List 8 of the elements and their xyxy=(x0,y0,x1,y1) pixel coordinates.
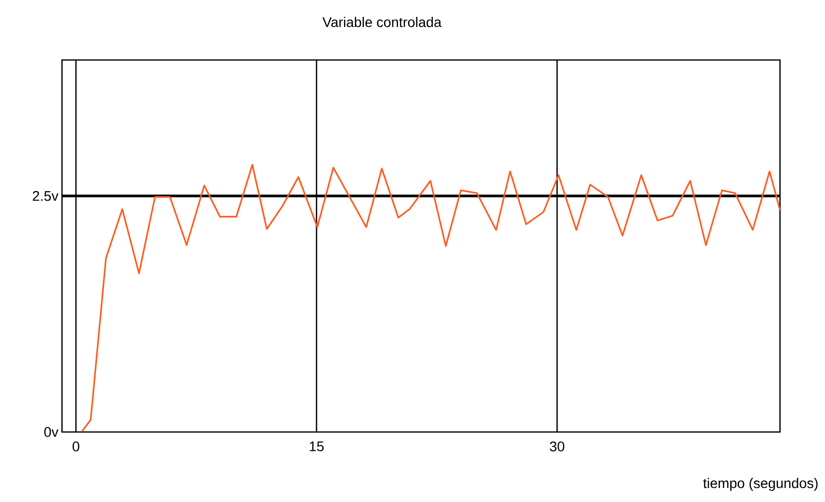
chart-title: Variable controlada xyxy=(322,16,442,28)
y-tick-label: 0v xyxy=(44,427,58,437)
x-tick-label: 0 xyxy=(72,442,80,452)
x-tick-label: 30 xyxy=(550,442,564,452)
y-tick-label: 2.5v xyxy=(32,191,58,201)
x-tick-label: 15 xyxy=(310,442,324,452)
line-series xyxy=(81,164,781,432)
x-axis-title: tiempo (segundos) xyxy=(703,478,818,491)
